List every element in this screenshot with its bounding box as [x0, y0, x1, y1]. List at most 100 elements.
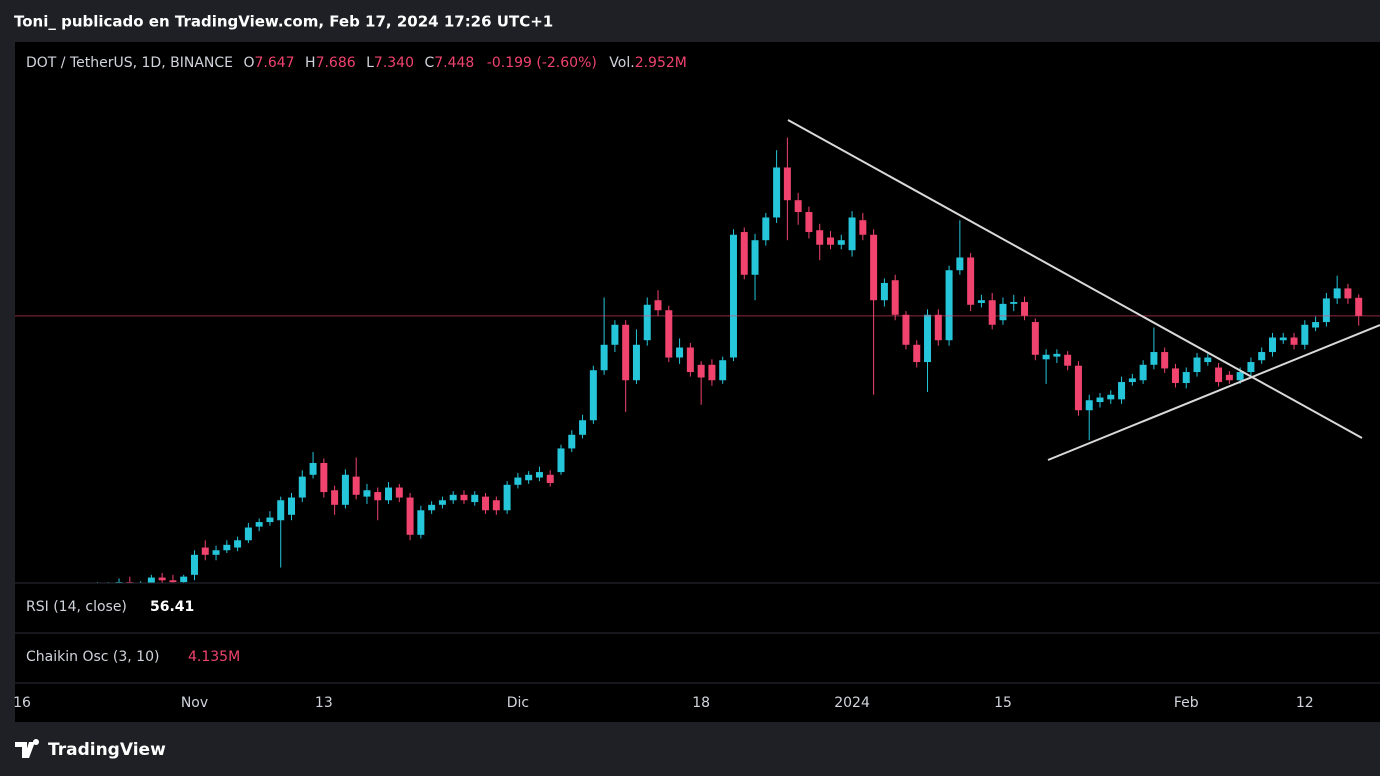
candle-body [169, 580, 177, 583]
candle-body [1010, 302, 1018, 304]
candle-body [223, 544, 231, 551]
ohlc-label: C [424, 55, 434, 71]
candle-body [568, 434, 576, 449]
candle-body [557, 448, 565, 473]
ohlc-label: H [305, 55, 316, 71]
candle-body [1107, 394, 1115, 400]
candle-body [1053, 353, 1061, 357]
chart-area [15, 42, 1380, 722]
candle-body [783, 167, 791, 201]
trend-line [787, 119, 1363, 439]
candle-body [158, 577, 166, 581]
candle-body [471, 494, 479, 503]
candle-body [1182, 372, 1190, 383]
candle-body [1193, 357, 1201, 373]
candle-body [374, 492, 382, 501]
trend-line [1047, 324, 1380, 461]
ohlc-label: L [366, 55, 374, 71]
candle-body [180, 576, 188, 583]
ohlc-value: 7.686 [316, 55, 356, 71]
candle-body [697, 364, 705, 378]
candle-body [201, 547, 209, 555]
candle-body [1322, 298, 1330, 323]
candle-body [288, 497, 295, 515]
candle-body [902, 314, 910, 345]
candle-body [611, 324, 619, 345]
candle-body [503, 484, 511, 511]
candle-body [589, 370, 597, 421]
candle-body [1204, 357, 1212, 363]
candle-body [212, 550, 220, 555]
candles [15, 137, 1380, 583]
x-tick-label: Dic [507, 695, 529, 711]
candle-body [686, 347, 694, 373]
candle-body [880, 282, 888, 301]
candle-body [277, 500, 285, 521]
candle-body [514, 477, 522, 485]
candle-body [1355, 297, 1363, 316]
candle-body [395, 487, 403, 498]
candle-body [1171, 368, 1179, 383]
candle-body [837, 240, 845, 245]
indicator-value: 56.41 [150, 599, 194, 615]
legend-header: DOT / TetherUS, 1D, BINANCE O7.647 H7.68… [26, 55, 687, 71]
candle-body [654, 300, 662, 311]
candle-body [805, 212, 813, 233]
candle-body [719, 360, 727, 381]
candle-body [417, 510, 425, 535]
publish-info: Toni_ publicado en TradingView.com, Feb … [14, 13, 553, 31]
candle-body [751, 240, 759, 275]
candle-body [1236, 372, 1244, 381]
candle-body [482, 496, 490, 511]
candle-body [870, 234, 878, 301]
ohlc-label: O [243, 55, 254, 71]
candle-body [341, 474, 349, 505]
candle-body [352, 476, 360, 495]
candle-body [1279, 337, 1287, 341]
candle-body [1064, 354, 1072, 366]
candle-body [406, 497, 414, 535]
candle-body [762, 217, 770, 241]
x-axis: 16 Nov 13 Dic 18 2024 15 Feb 12 [13, 695, 1314, 711]
candle-body [1031, 322, 1039, 355]
candle-body [1258, 352, 1266, 361]
candle-body [891, 280, 899, 315]
candle-body [977, 300, 985, 303]
candle-body [600, 344, 608, 371]
candle-body [643, 304, 651, 341]
brand: TradingView [48, 740, 166, 760]
candle-body [331, 490, 339, 505]
x-tick-label: 18 [692, 695, 710, 711]
candle-body [708, 364, 716, 381]
candle-body [492, 500, 500, 511]
candle-body [1247, 362, 1255, 373]
candle-body [525, 474, 533, 481]
candle-body [1333, 288, 1341, 299]
candle-body [924, 314, 932, 363]
candle-body [1085, 400, 1093, 411]
volume: 2.952M [635, 55, 687, 71]
candle-body [244, 527, 252, 541]
candle-body [988, 300, 996, 325]
candle-body [1150, 352, 1158, 365]
x-tick-label: 2024 [834, 695, 870, 711]
indicator-name: RSI (14, close) [26, 599, 127, 615]
candle-body [945, 270, 953, 341]
candle-body [848, 217, 856, 251]
candle-body [913, 344, 921, 363]
candle-body [934, 314, 942, 341]
candle-body [676, 347, 684, 358]
candle-body [1290, 337, 1298, 345]
x-tick-label: Nov [181, 695, 208, 711]
candle-body [1225, 374, 1233, 381]
candle-body [622, 324, 630, 381]
x-tick-label: 15 [994, 695, 1012, 711]
candle-body [449, 494, 457, 501]
x-tick-label: 13 [315, 695, 333, 711]
candle-body [255, 522, 263, 527]
candle-body [320, 462, 328, 493]
candle-body [1074, 365, 1082, 411]
indicator-name: Chaikin Osc (3, 10) [26, 649, 159, 665]
